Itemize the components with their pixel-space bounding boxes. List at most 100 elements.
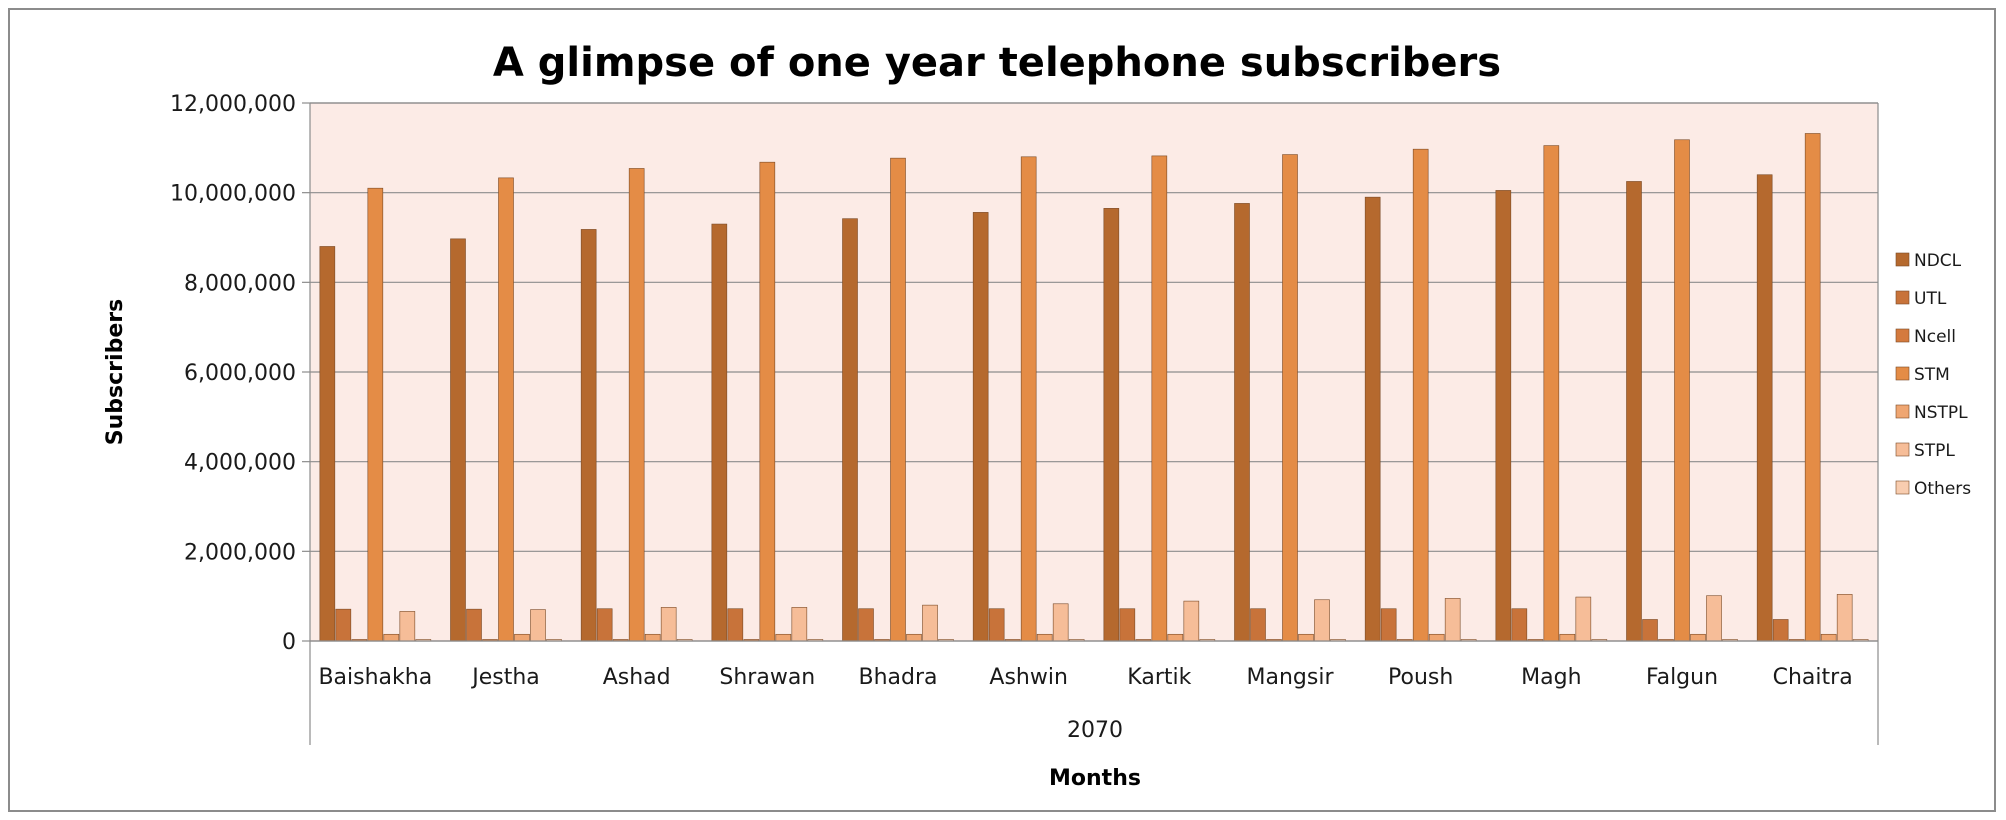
bar-ndcl-jestha bbox=[450, 238, 466, 642]
bar-utl-jestha bbox=[466, 608, 482, 642]
bar-nstpl-kartik bbox=[1167, 633, 1184, 642]
legend-swatch bbox=[1895, 290, 1910, 305]
legend-swatch bbox=[1895, 366, 1910, 381]
bar-utl-falgun bbox=[1642, 619, 1658, 642]
bar-nstpl-ashwin bbox=[1036, 633, 1053, 642]
bar-stm-chaitra bbox=[1804, 133, 1821, 642]
bar-ndcl-baishakha bbox=[319, 246, 336, 642]
x-tick-label: Poush bbox=[1388, 665, 1453, 690]
x-tick-label: Magh bbox=[1521, 665, 1581, 690]
x-tick-label: Shrawan bbox=[719, 665, 815, 690]
legend-label: STPL bbox=[1914, 441, 1955, 461]
legend-swatch bbox=[1895, 442, 1910, 457]
bar-nstpl-jestha bbox=[514, 633, 530, 642]
bar-ndcl-shrawan bbox=[711, 223, 728, 642]
bar-stpl-chaitra bbox=[1836, 594, 1853, 642]
y-tick-label: 10,000,000 bbox=[170, 182, 296, 207]
bar-stpl-bhadra bbox=[922, 604, 938, 642]
bar-ndcl-kartik bbox=[1103, 208, 1120, 642]
bar-stm-baishakha bbox=[367, 187, 384, 642]
bar-utl-bhadra bbox=[858, 608, 874, 642]
bar-stpl-kartik bbox=[1183, 600, 1200, 642]
bar-stm-kartik bbox=[1151, 155, 1168, 642]
bar-utl-poush bbox=[1380, 608, 1397, 642]
bar-ndcl-ashwin bbox=[972, 212, 989, 642]
legend-swatch bbox=[1895, 480, 1910, 495]
x-axis-group-label: 2070 bbox=[1067, 718, 1123, 743]
legend-label: Others bbox=[1914, 479, 1971, 499]
x-tick-label: Bhadra bbox=[858, 665, 937, 690]
bar-stm-bhadra bbox=[890, 157, 906, 642]
x-tick-label: Ashad bbox=[603, 665, 671, 690]
bar-stpl-falgun bbox=[1706, 595, 1722, 642]
bar-stm-mangsir bbox=[1282, 154, 1298, 642]
bar-utl-kartik bbox=[1119, 608, 1136, 642]
x-tick-label: Chaitra bbox=[1773, 665, 1853, 690]
y-tick-label: 12,000,000 bbox=[170, 92, 296, 117]
bar-ndcl-magh bbox=[1495, 190, 1512, 642]
legend-label: NDCL bbox=[1914, 251, 1962, 271]
bar-nstpl-falgun bbox=[1690, 633, 1706, 642]
x-tick-label: Baishakha bbox=[318, 665, 432, 690]
bar-stpl-ashad bbox=[660, 607, 677, 642]
bar-nstpl-baishakha bbox=[383, 633, 400, 642]
legend-swatch bbox=[1895, 328, 1910, 343]
bar-stm-jestha bbox=[498, 177, 514, 642]
bar-stpl-jestha bbox=[530, 609, 546, 642]
bar-utl-mangsir bbox=[1250, 608, 1266, 642]
bar-ndcl-ashad bbox=[580, 229, 597, 642]
y-axis-ticks: 0 2,000,000 4,000,000 6,000,000 8,000,000 10,… bbox=[170, 92, 310, 655]
bar-stm-falgun bbox=[1674, 139, 1690, 642]
x-axis: Baishakha Jestha Ashad Shrawan Bhadra Ashwin K… bbox=[309, 102, 1879, 745]
bar-nstpl-chaitra bbox=[1820, 633, 1837, 642]
bar-nstpl-shrawan bbox=[775, 633, 792, 642]
bar-stm-poush bbox=[1412, 148, 1429, 642]
bar-ndcl-chaitra bbox=[1756, 174, 1773, 642]
legend-label: Ncell bbox=[1914, 327, 1956, 347]
bar-utl-magh bbox=[1511, 608, 1528, 642]
y-tick-label: 8,000,000 bbox=[184, 271, 296, 296]
bar-utl-shrawan bbox=[727, 608, 744, 642]
bar-stpl-mangsir bbox=[1314, 599, 1330, 642]
bar-stpl-magh bbox=[1575, 596, 1592, 642]
bar-nstpl-magh bbox=[1559, 633, 1576, 642]
bar-nstpl-poush bbox=[1428, 633, 1445, 642]
bar-stpl-ashwin bbox=[1052, 603, 1069, 642]
bar-stm-ashwin bbox=[1020, 156, 1037, 642]
bar-stpl-baishakha bbox=[399, 611, 416, 642]
bar-nstpl-ashad bbox=[644, 633, 661, 642]
legend-swatch bbox=[1895, 252, 1910, 267]
x-tick-label: Ashwin bbox=[989, 665, 1068, 690]
bar-ndcl-poush bbox=[1364, 196, 1381, 642]
bar-stm-shrawan bbox=[759, 161, 776, 642]
chart-title: A glimpse of one year telephone subscrib… bbox=[493, 40, 1501, 86]
bar-ndcl-bhadra bbox=[842, 218, 858, 642]
x-tick-label: Jestha bbox=[470, 665, 540, 690]
x-tick-label: Falgun bbox=[1646, 665, 1718, 690]
bar-stm-magh bbox=[1543, 145, 1560, 642]
legend-label: NSTPL bbox=[1914, 403, 1968, 423]
bar-stpl-poush bbox=[1444, 598, 1461, 642]
y-tick-label: 2,000,000 bbox=[184, 540, 296, 565]
bar-ndcl-mangsir bbox=[1234, 203, 1250, 642]
bar-stm-ashad bbox=[628, 168, 645, 642]
x-tick-label: Kartik bbox=[1127, 665, 1191, 690]
bar-utl-ashwin bbox=[988, 608, 1005, 642]
bar-nstpl-mangsir bbox=[1298, 633, 1314, 642]
bar-utl-chaitra bbox=[1772, 619, 1789, 642]
y-tick-label: 0 bbox=[282, 630, 296, 655]
x-tick-label: Mangsir bbox=[1247, 665, 1335, 690]
legend-swatch bbox=[1895, 404, 1910, 419]
legend-label: STM bbox=[1914, 365, 1950, 385]
y-tick-label: 4,000,000 bbox=[184, 451, 296, 476]
legend: NDCL UTL Ncell STM NSTPL STPL Others bbox=[1895, 251, 1971, 499]
bar-stpl-shrawan bbox=[791, 607, 808, 642]
y-tick-label: 6,000,000 bbox=[184, 361, 296, 386]
bar-utl-ashad bbox=[596, 608, 613, 642]
legend-label: UTL bbox=[1914, 289, 1947, 309]
bar-nstpl-bhadra bbox=[906, 633, 922, 642]
x-axis-title: Months bbox=[1049, 766, 1141, 791]
bar-utl-baishakha bbox=[335, 608, 352, 642]
y-axis-title: Subscribers bbox=[103, 299, 128, 445]
